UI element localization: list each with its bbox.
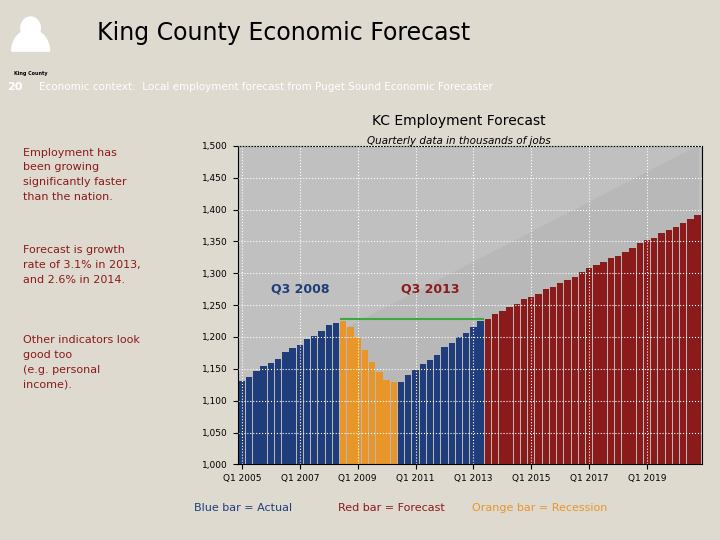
Text: Other indicators look
good too
(e.g. personal
income).: Other indicators look good too (e.g. per… (23, 335, 140, 390)
Text: Q3 2013: Q3 2013 (401, 282, 459, 296)
Bar (665, 230, 672, 464)
Bar (268, 363, 274, 464)
Bar (477, 321, 484, 464)
Bar (536, 294, 541, 464)
Bar (528, 297, 534, 464)
Bar (449, 343, 455, 464)
Bar (651, 238, 657, 464)
Bar (644, 240, 650, 464)
Bar (499, 311, 505, 464)
Bar (354, 337, 361, 464)
Bar (304, 339, 310, 464)
Text: Quarterly data in thousands of jobs: Quarterly data in thousands of jobs (366, 137, 551, 146)
Bar (608, 258, 614, 464)
Bar (543, 289, 549, 464)
Bar (246, 377, 252, 464)
Bar (680, 222, 686, 464)
Bar (521, 299, 527, 464)
Text: Orange bar = Recession: Orange bar = Recession (472, 503, 607, 513)
Bar (557, 282, 564, 464)
Bar (361, 350, 368, 464)
Bar (398, 382, 404, 464)
Bar (593, 265, 600, 464)
Bar (470, 327, 477, 464)
Bar (413, 370, 419, 464)
Text: 20: 20 (7, 83, 23, 92)
Bar (318, 331, 325, 464)
Bar (282, 352, 289, 464)
Bar (658, 233, 665, 464)
Text: Q3 2008: Q3 2008 (271, 282, 329, 296)
Bar (615, 255, 621, 464)
Bar (579, 272, 585, 464)
Wedge shape (12, 29, 50, 51)
Bar (629, 248, 636, 464)
Bar (550, 287, 556, 464)
Bar (311, 335, 318, 464)
Bar (622, 252, 629, 464)
Text: King County: King County (14, 71, 48, 76)
Bar (275, 359, 282, 464)
Bar (261, 366, 267, 464)
Text: Blue bar = Actual: Blue bar = Actual (194, 503, 292, 513)
Bar (513, 304, 520, 464)
Bar (297, 345, 303, 464)
Bar (672, 227, 679, 464)
Bar (600, 262, 607, 464)
Bar (636, 244, 643, 464)
Bar (456, 337, 462, 464)
Bar (239, 381, 245, 464)
Bar (384, 380, 390, 464)
Bar (420, 364, 426, 464)
Text: King County Economic Forecast: King County Economic Forecast (97, 21, 470, 45)
Text: KC Employment Forecast: KC Employment Forecast (372, 114, 546, 128)
Circle shape (21, 17, 40, 39)
Bar (369, 362, 375, 464)
Bar (427, 360, 433, 464)
Bar (347, 327, 354, 464)
Bar (492, 314, 498, 464)
Bar (485, 319, 491, 464)
Bar (506, 307, 513, 464)
Bar (391, 382, 397, 464)
Bar (376, 372, 382, 464)
Bar (405, 375, 412, 464)
Bar (688, 219, 693, 464)
Text: Employment has
been growing
significantly faster
than the nation.: Employment has been growing significantl… (23, 147, 127, 202)
Bar (434, 355, 441, 464)
Bar (695, 215, 701, 464)
Bar (572, 276, 578, 464)
Text: Economic context:  Local employment forecast from Puget Sound Economic Forecaste: Economic context: Local employment forec… (38, 83, 492, 92)
Bar (441, 347, 448, 464)
Bar (289, 348, 296, 464)
Bar (333, 323, 339, 464)
Bar (586, 268, 593, 464)
Text: Forecast is growth
rate of 3.1% in 2013,
and 2.6% in 2014.: Forecast is growth rate of 3.1% in 2013,… (23, 245, 141, 285)
Text: Red bar = Forecast: Red bar = Forecast (338, 503, 445, 513)
Bar (340, 321, 346, 464)
Bar (325, 326, 332, 464)
Bar (463, 333, 469, 464)
Bar (564, 280, 571, 464)
Bar (253, 372, 260, 464)
